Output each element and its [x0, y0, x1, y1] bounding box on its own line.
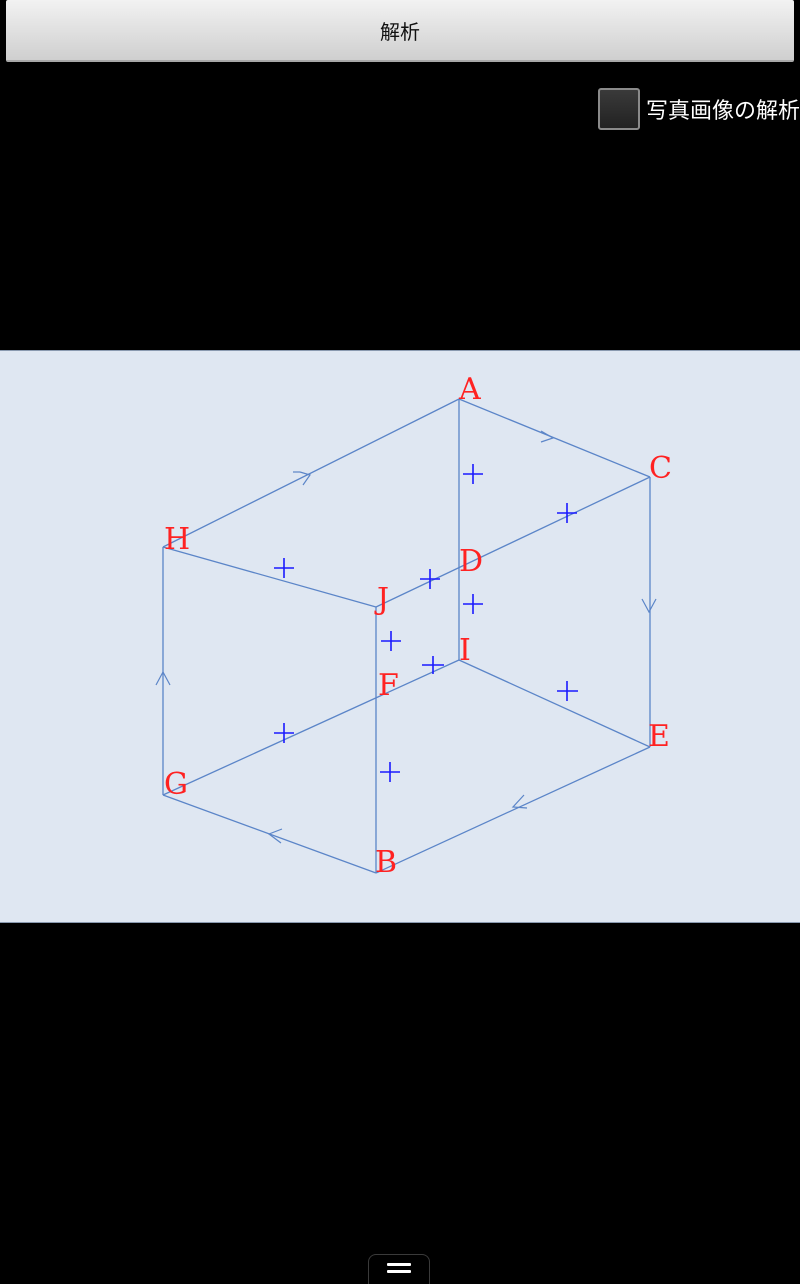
node-label-a: A — [458, 372, 481, 407]
plus-mark — [274, 558, 294, 578]
circuit-diagram-panel: A C H D J I F E G B — [0, 350, 800, 923]
plus-mark — [274, 723, 294, 743]
plus-mark — [381, 631, 401, 651]
edge-i-e — [458, 659, 651, 748]
edge-a-h — [162, 398, 460, 548]
photo-analysis-option[interactable]: 写真画像の解析 — [597, 86, 800, 132]
photo-analysis-label: 写真画像の解析 — [645, 99, 800, 124]
plus-mark — [463, 594, 483, 614]
node-labels: A C H D J I F E G B — [164, 372, 672, 880]
plus-mark — [380, 762, 400, 782]
plus-marks — [274, 464, 578, 782]
arrow-a-c — [540, 430, 555, 443]
edge-c-j — [375, 476, 651, 608]
arrow-c-e — [641, 598, 657, 614]
edges — [162, 398, 651, 874]
edge-a-c — [458, 398, 651, 478]
node-label-c: C — [649, 451, 672, 486]
arrow-h-a — [299, 471, 311, 486]
node-label-e: E — [648, 719, 670, 754]
circuit-diagram: A C H D J I F E G B — [155, 372, 672, 880]
photo-analysis-checkbox[interactable] — [597, 88, 640, 130]
menu-icon-bar — [387, 1263, 411, 1266]
plus-mark — [463, 464, 483, 484]
node-label-b: B — [375, 845, 397, 880]
analyze-button[interactable]: 解析 — [6, 0, 794, 62]
node-label-f: F — [378, 668, 399, 703]
node-label-d: D — [459, 544, 483, 579]
edge-e-b — [375, 746, 651, 874]
edge-h-j — [162, 546, 377, 608]
menu-icon[interactable] — [368, 1254, 430, 1284]
edge-i-g — [162, 659, 460, 796]
analyze-button-label: 解析 — [380, 19, 420, 44]
plus-mark — [422, 656, 444, 674]
plus-mark — [557, 503, 577, 523]
direction-arrows — [155, 430, 657, 844]
arrow-b-g — [267, 828, 283, 844]
plus-mark — [420, 569, 440, 589]
node-label-i: I — [459, 633, 471, 668]
node-label-g: G — [164, 767, 188, 802]
arrow-g-h — [155, 670, 171, 686]
node-label-h: H — [164, 522, 190, 557]
arrow-e-b — [511, 794, 528, 809]
menu-icon-bar — [387, 1270, 411, 1273]
node-label-j: J — [374, 582, 389, 617]
plus-mark — [557, 681, 578, 701]
